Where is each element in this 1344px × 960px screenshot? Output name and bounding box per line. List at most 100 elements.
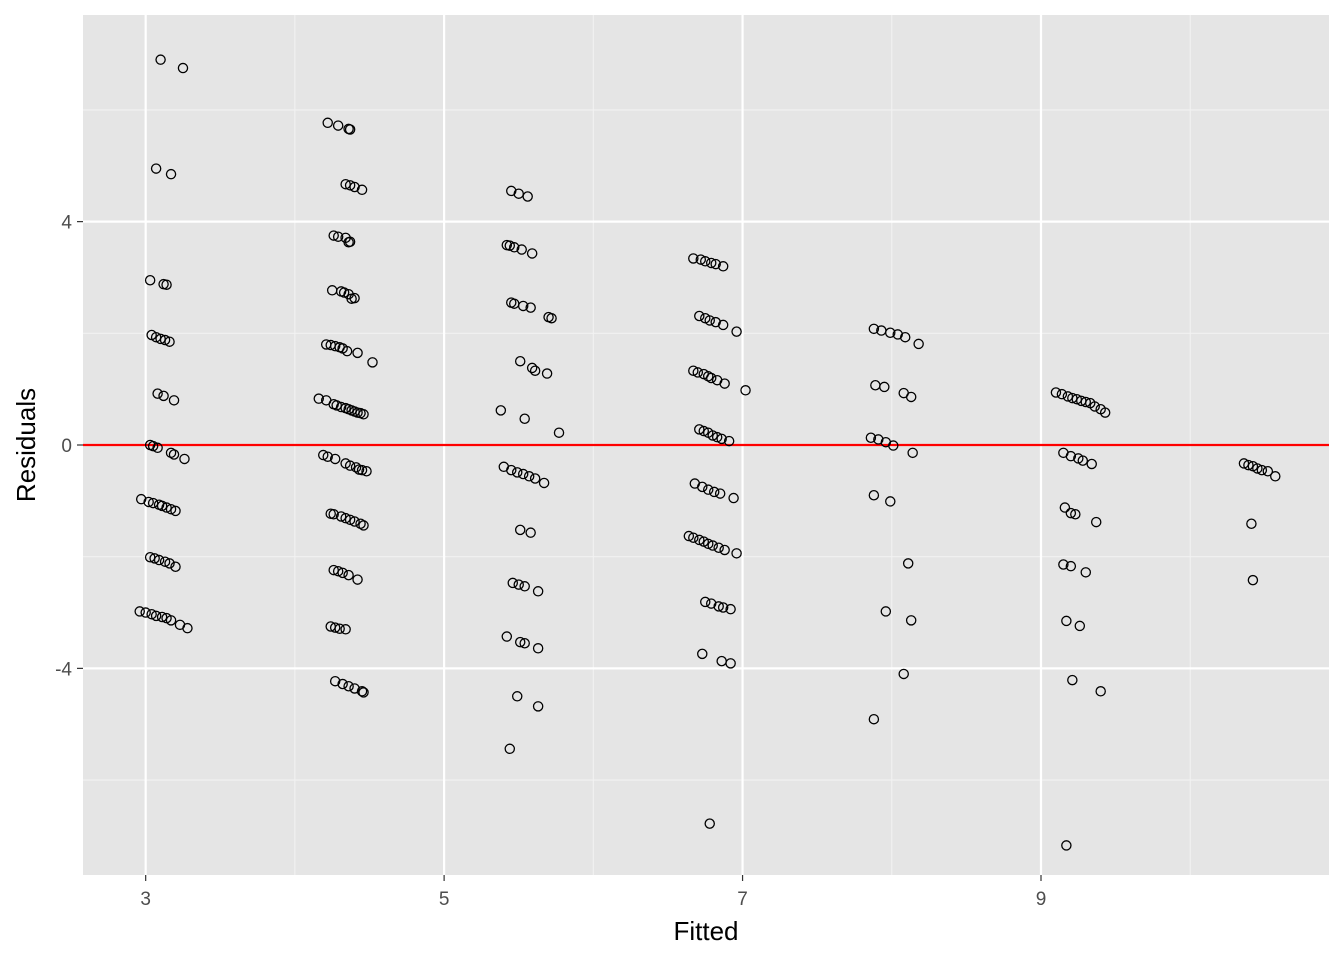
data-point	[1089, 401, 1100, 412]
data-point	[509, 242, 520, 253]
data-point	[152, 388, 163, 399]
data-point	[1270, 471, 1281, 482]
data-point	[1065, 450, 1077, 462]
data-point	[337, 678, 348, 690]
data-point	[1061, 840, 1072, 851]
data-point	[1056, 388, 1068, 400]
data-point	[707, 430, 718, 441]
data-point	[865, 432, 877, 443]
data-point	[322, 451, 333, 462]
data-point	[338, 287, 350, 298]
data-point	[344, 124, 356, 135]
data-point	[346, 293, 357, 304]
data-point	[538, 477, 550, 489]
data-point	[879, 381, 890, 393]
data-point	[725, 658, 736, 669]
data-point	[1080, 567, 1092, 578]
data-point	[358, 409, 369, 420]
data-point	[717, 602, 729, 613]
data-point	[880, 606, 892, 617]
data-point	[1067, 674, 1078, 686]
data-point	[329, 675, 341, 687]
data-point	[177, 62, 189, 74]
data-point	[523, 471, 535, 482]
data-point	[344, 514, 356, 526]
data-point	[740, 385, 751, 396]
data-point	[702, 371, 714, 382]
data-point	[335, 511, 347, 522]
data-point	[913, 338, 924, 350]
data-point	[343, 680, 354, 692]
data-point	[708, 486, 720, 498]
data-point	[516, 244, 527, 255]
data-point	[170, 505, 181, 517]
data-point	[710, 258, 721, 270]
data-point	[707, 540, 718, 551]
data-point	[1252, 463, 1263, 474]
data-point	[170, 561, 181, 572]
data-point	[704, 315, 715, 326]
data-point	[356, 686, 368, 697]
data-point	[313, 393, 325, 404]
data-point	[328, 508, 339, 520]
data-point	[905, 615, 917, 626]
data-point	[164, 558, 175, 569]
data-point	[150, 163, 162, 174]
data-point	[156, 500, 168, 512]
data-point	[147, 440, 159, 452]
data-point	[532, 643, 544, 654]
data-point	[532, 586, 544, 597]
data-point	[165, 447, 177, 459]
data-point	[1095, 686, 1106, 697]
data-point	[705, 372, 717, 384]
data-point	[705, 598, 717, 609]
data-point	[513, 579, 524, 590]
data-point	[688, 253, 699, 264]
data-point	[358, 687, 369, 698]
data-point	[328, 230, 339, 241]
data-point	[694, 534, 705, 546]
data-point	[725, 603, 736, 615]
data-point	[728, 492, 739, 504]
data-point	[506, 464, 517, 476]
data-point	[905, 391, 917, 403]
data-point	[519, 581, 530, 592]
data-point	[355, 518, 366, 529]
data-point	[344, 180, 356, 191]
data-point	[349, 181, 360, 193]
data-point	[541, 368, 553, 379]
data-point	[694, 310, 705, 322]
data-point	[888, 440, 899, 451]
data-point	[522, 191, 533, 202]
data-point	[683, 530, 695, 542]
data-point	[367, 357, 378, 368]
data-point	[702, 538, 714, 550]
data-point	[713, 542, 724, 554]
data-point	[731, 548, 742, 559]
data-point	[546, 312, 557, 324]
data-point	[717, 261, 729, 272]
y-axis-title: Residuals	[11, 388, 41, 502]
data-point	[1058, 559, 1069, 570]
residual-points	[134, 54, 1281, 851]
data-point	[317, 449, 329, 461]
x-tick-label: 3	[140, 889, 151, 910]
data-point	[135, 493, 147, 505]
data-point	[697, 648, 708, 660]
data-point	[868, 713, 880, 725]
data-point	[150, 610, 162, 622]
y-tick-label: -4	[55, 659, 72, 680]
data-point	[322, 117, 333, 129]
data-point	[519, 637, 530, 649]
data-point	[514, 355, 526, 367]
data-point	[495, 405, 507, 416]
data-point	[140, 607, 151, 618]
data-point	[182, 622, 193, 634]
y-tick-label: 4	[61, 213, 72, 234]
data-point	[710, 316, 721, 328]
data-point	[168, 449, 180, 460]
data-point	[1077, 455, 1089, 466]
data-point	[335, 401, 347, 413]
x-axis: 3 5 7 9	[140, 875, 1046, 910]
data-point	[697, 481, 708, 493]
